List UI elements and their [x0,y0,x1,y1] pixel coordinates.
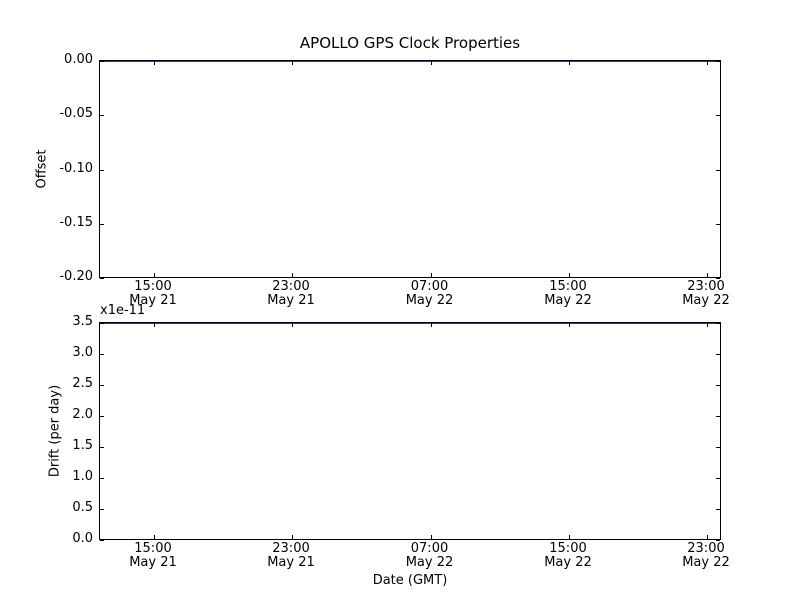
x-tick-mark-top [154,61,155,65]
x-tick-label: 23:00 May 21 [246,542,336,570]
y-tick-label: 1.0 [72,469,93,484]
y-tick-mark-left [100,416,104,417]
x-tick-time: 07:00 [410,279,449,294]
y-tick-mark-right [716,223,720,225]
x-tick-time: 15:00 [134,279,172,294]
x-tick-mark-top [292,61,293,65]
y-tick-label: -0.05 [59,106,93,122]
x-tick-mark-bottom [569,273,570,277]
x-tick-label: 15:00 May 22 [523,542,613,570]
x-tick-mark-top [707,61,708,65]
x-tick-mark-bottom [430,535,432,539]
y-tick-mark-right [716,61,720,62]
y-tick-label: 0.5 [72,500,93,515]
x-tick-date: May 22 [544,555,592,570]
offset-series-line [100,61,720,62]
y-tick-mark-left [100,115,104,117]
x-tick-mark-top [430,61,432,65]
x-tick-date: May 22 [405,555,454,570]
chart-title: APOLLO GPS Clock Properties [299,34,521,52]
x-tick-label: 23:00 May 21 [246,280,336,308]
x-tick-date: May 21 [267,555,315,570]
y-tick-mark-left [100,169,104,171]
y-tick-mark-right [716,385,720,386]
y-tick-label: 2.5 [72,376,93,391]
x-tick-mark-top [292,323,293,327]
y-tick-mark-left [100,385,104,386]
y-tick-label: -0.20 [59,269,93,284]
drift-y-axis-label: Drift (per day) [47,384,63,478]
y-tick-mark-right [716,509,720,510]
y-tick-mark-left [100,447,104,448]
y-tick-mark-left [100,540,104,541]
y-tick-mark-right [716,416,720,417]
y-tick-mark-right [716,323,720,324]
y-tick-label: -0.15 [59,214,93,230]
x-tick-time: 23:00 [272,279,310,294]
x-tick-time: 15:00 [549,541,587,556]
y-tick-label: 0.00 [64,52,93,67]
x-tick-date: May 21 [129,293,177,308]
offset-axes [99,60,721,279]
x-tick-mark-bottom [707,273,708,277]
y-tick-mark-right [716,447,720,448]
x-tick-label: 15:00 May 22 [523,280,613,308]
y-tick-mark-right [716,278,720,279]
y-tick-mark-right [716,478,720,479]
y-tick-mark-right [716,115,720,117]
x-tick-mark-bottom [292,273,293,277]
x-tick-time: 23:00 [687,279,725,294]
drift-scale-offset-label: x1e-11 [100,303,146,318]
x-tick-time: 15:00 [549,279,587,294]
y-tick-mark-left [100,278,104,279]
x-tick-mark-bottom [707,535,708,539]
x-tick-mark-top [707,323,708,327]
x-tick-mark-bottom [154,535,155,539]
x-tick-label: 23:00 May 22 [661,542,751,570]
y-tick-label: -0.10 [59,160,93,176]
x-tick-mark-bottom [154,273,155,277]
x-tick-label: 23:00 May 22 [661,280,751,308]
x-tick-mark-bottom [292,535,293,539]
x-tick-date: May 21 [267,293,315,308]
y-tick-mark-right [716,354,720,355]
x-tick-mark-bottom [569,535,570,539]
y-tick-label: 1.5 [72,438,93,453]
drift-series-line [100,323,720,324]
x-tick-label: 07:00 May 22 [385,280,475,308]
x-tick-mark-top [569,61,570,65]
x-tick-date: May 21 [129,555,177,570]
x-tick-label: 15:00 May 21 [108,542,198,570]
x-tick-time: 15:00 [134,541,172,556]
x-tick-label: 07:00 May 22 [385,542,475,570]
y-tick-mark-right [716,540,720,541]
y-tick-mark-left [100,61,104,62]
x-tick-time: 23:00 [687,541,725,556]
x-tick-time: 23:00 [272,541,310,556]
y-tick-label: 3.0 [72,345,93,360]
drift-axes [99,322,721,541]
x-tick-date: May 22 [405,293,454,308]
y-tick-mark-right [716,169,720,171]
y-tick-mark-left [100,354,104,355]
y-tick-mark-left [100,323,104,324]
y-tick-label: 3.5 [72,314,93,329]
x-tick-date: May 22 [682,293,730,308]
x-tick-label: 15:00 May 21 [108,280,198,308]
x-tick-mark-bottom [430,273,432,277]
x-tick-mark-top [569,323,570,327]
y-tick-mark-left [100,509,104,510]
x-axis-label: Date (GMT) [372,573,448,588]
y-tick-mark-left [100,223,104,225]
x-tick-time: 07:00 [410,541,449,556]
x-tick-mark-top [154,323,155,327]
y-tick-label: 2.0 [72,407,93,422]
x-tick-date: May 22 [682,555,730,570]
x-tick-mark-top [430,323,432,327]
x-tick-date: May 22 [544,293,592,308]
y-tick-label: 0.0 [72,531,93,546]
y-tick-mark-left [100,478,104,479]
